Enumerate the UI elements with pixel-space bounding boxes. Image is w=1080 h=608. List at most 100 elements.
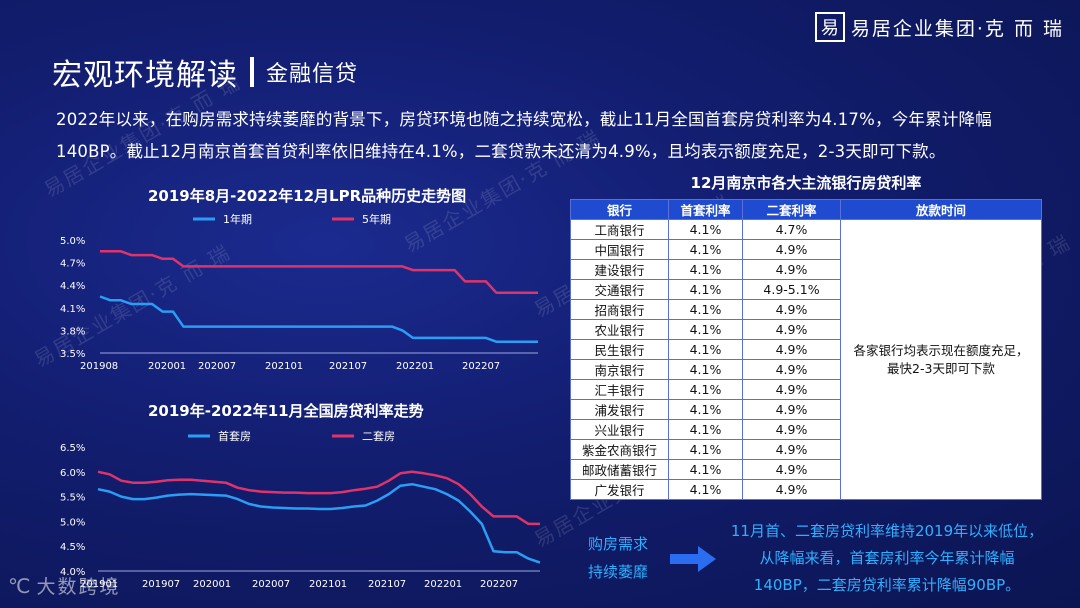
first-rate-cell: 4.1% [668, 339, 743, 360]
x-tick-label: 202101 [309, 579, 347, 590]
bank-name-cell: 建设银行 [570, 259, 669, 280]
second-rate-cell: 4.9% [742, 399, 841, 420]
x-tick-label: 202107 [368, 579, 406, 590]
bank-rates-table: 银行 首套利率 二套利率 放款时间 工商银行 4.1% 4.7% 各家银行均表示现在额… [570, 199, 1042, 500]
y-tick-label: 4.4% [60, 281, 85, 292]
first-rate-cell: 4.1% [668, 459, 743, 480]
second-rate-cell: 4.9% [742, 459, 841, 480]
y-tick-label: 4.0% [60, 567, 85, 578]
second-rate-cell: 4.9% [742, 359, 841, 380]
bank-name-cell: 紫金农商银行 [570, 439, 669, 460]
x-tick-label: 201901 [80, 579, 118, 590]
y-tick-label: 4.7% [60, 259, 85, 270]
column-header-second-rate: 二套利率 [742, 199, 841, 220]
summary-demand: 购房需求 持续萎靡 [568, 530, 668, 586]
footer-logo-text: 大数跨境 [36, 576, 121, 598]
mortgage-chart: 首套房 二套房 6.5% 6.0% 5.5% 5.0% 4.5% 4.0% 201901 20… [60, 429, 541, 590]
bank-name-cell: 浦发银行 [570, 399, 669, 420]
x-tick-label: 202101 [265, 361, 303, 372]
y-tick-label: 3.8% [60, 326, 85, 337]
table-row: 邮政储蓄银行 4.1% 4.9% [570, 459, 1042, 480]
table-row: 建设银行 4.1% 4.9% [570, 259, 1042, 280]
y-tick-label: 4.1% [60, 304, 85, 315]
y-tick-label: 6.5% [60, 443, 85, 454]
y-tick-label: 4.5% [60, 542, 85, 553]
mortgage-chart-title: 2019年-2022年11月全国房贷利率走势 [148, 402, 424, 420]
bank-name-cell: 中国银行 [570, 239, 669, 260]
second-rate-cell: 4.9% [742, 339, 841, 360]
second-rate-cell: 4.9% [742, 239, 841, 260]
first-rate-cell: 4.1% [668, 279, 743, 300]
intro-paragraph: 2022年以来，在购房需求持续萎靡的背景下，房贷环境也随之持续宽松，截止11月全… [56, 110, 992, 161]
series-line [99, 295, 538, 343]
column-header-bank: 银行 [570, 199, 669, 220]
column-header-first-rate: 首套利率 [668, 199, 743, 220]
y-tick-label: 5.0% [60, 517, 85, 528]
first-rate-cell: 4.1% [668, 359, 743, 380]
bank-name-cell: 交通银行 [570, 279, 669, 300]
y-tick-label: 3.5% [60, 349, 85, 360]
y-tick-label: 5.0% [60, 236, 85, 247]
first-rate-cell: 4.1% [668, 219, 743, 240]
second-rate-cell: 4.7% [742, 219, 841, 240]
legend-label: 5年期 [362, 212, 391, 226]
bank-rates-title: 12月南京市各大主流银行房贷利率 [690, 174, 922, 192]
x-tick-label: 202007 [198, 361, 236, 372]
footer-logo: ℃ 大数跨境 [8, 572, 120, 599]
summary-demand-line: 持续萎靡 [587, 563, 648, 581]
summary-conclusion-line: 11月首、二套房贷利率维持2019年以来低位， [730, 522, 1044, 540]
loan-time-note-line: 最快2-3天即可下款 [887, 360, 995, 376]
summary-conclusion-line: 从降幅来看，首套房利率今年累计降幅 [759, 549, 1015, 567]
table-row: 农业银行 4.1% 4.9% [570, 319, 1042, 340]
brand-name: 易居企业集团·克 而 瑞 [850, 17, 1064, 40]
bank-name-cell: 农业银行 [570, 319, 669, 340]
second-rate-cell: 4.9-5.1% [742, 279, 841, 300]
summary-conclusion-line: 140BP，二套房贷利率累计降幅90BP。 [753, 576, 1021, 594]
first-rate-cell: 4.1% [668, 239, 743, 260]
x-tick-label: 202201 [396, 361, 434, 372]
table-header-row: 银行 首套利率 二套利率 放款时间 [570, 199, 1042, 220]
x-tick-label: 202201 [424, 579, 462, 590]
second-rate-cell: 4.9% [742, 319, 841, 340]
first-rate-cell: 4.1% [668, 299, 743, 320]
first-rate-cell: 4.1% [668, 399, 743, 420]
y-tick-label: 5.5% [60, 493, 85, 504]
first-rate-cell: 4.1% [668, 439, 743, 460]
brand-mark-icon: 易 [814, 12, 845, 42]
page-header: 宏观环境解读 金融信贷 [52, 52, 359, 93]
bank-name-cell: 工商银行 [570, 219, 669, 240]
table-row: 浦发银行 4.1% 4.9% [570, 399, 1042, 420]
footer-logo-icon: ℃ [8, 573, 31, 598]
x-tick-label: 202007 [252, 579, 290, 590]
first-rate-cell: 4.1% [668, 319, 743, 340]
series-line [97, 470, 540, 526]
x-tick-label: 202001 [193, 579, 231, 590]
second-rate-cell: 4.9% [742, 419, 841, 440]
table-row: 交通银行 4.1% 4.9-5.1% [570, 279, 1042, 300]
table-row: 汇丰银行 4.1% 4.9% [570, 379, 1042, 400]
first-rate-cell: 4.1% [668, 259, 743, 280]
lpr-chart-title: 2019年8月-2022年12月LPR品种历史走势图 [148, 187, 467, 205]
bank-name-cell: 招商银行 [570, 299, 669, 320]
x-tick-label: 202207 [480, 579, 518, 590]
second-rate-cell: 4.9% [742, 379, 841, 400]
summary-conclusion: 11月首、二套房贷利率维持2019年以来低位， 从降幅来看，首套房利率今年累计降… [712, 518, 1062, 599]
x-tick-label: 201908 [80, 361, 118, 372]
x-tick-label: 202107 [329, 361, 367, 372]
table-row: 广发银行 4.1% 4.9% [570, 479, 1042, 500]
page-subtitle: 金融信贷 [266, 62, 359, 87]
table-row: 紫金农商银行 4.1% 4.9% [570, 439, 1042, 460]
column-header-loan-time: 放款时间 [840, 199, 1042, 220]
summary-demand-line: 购房需求 [587, 535, 648, 553]
bank-name-cell: 汇丰银行 [570, 379, 669, 400]
second-rate-cell: 4.9% [742, 479, 841, 500]
first-rate-cell: 4.1% [668, 479, 743, 500]
loan-time-note: 各家银行均表示现在额度充足， 最快2-3天即可下款 [840, 219, 1042, 500]
second-rate-cell: 4.9% [742, 439, 841, 460]
table-row: 工商银行 4.1% 4.7% 各家银行均表示现在额度充足， 最快2-3天即可下款 [570, 219, 1042, 500]
second-rate-cell: 4.9% [742, 299, 841, 320]
bank-name-cell: 南京银行 [570, 359, 669, 380]
x-tick-label: 202001 [148, 361, 186, 372]
legend-label: 1年期 [223, 212, 252, 226]
x-tick-label: 202207 [462, 361, 500, 372]
